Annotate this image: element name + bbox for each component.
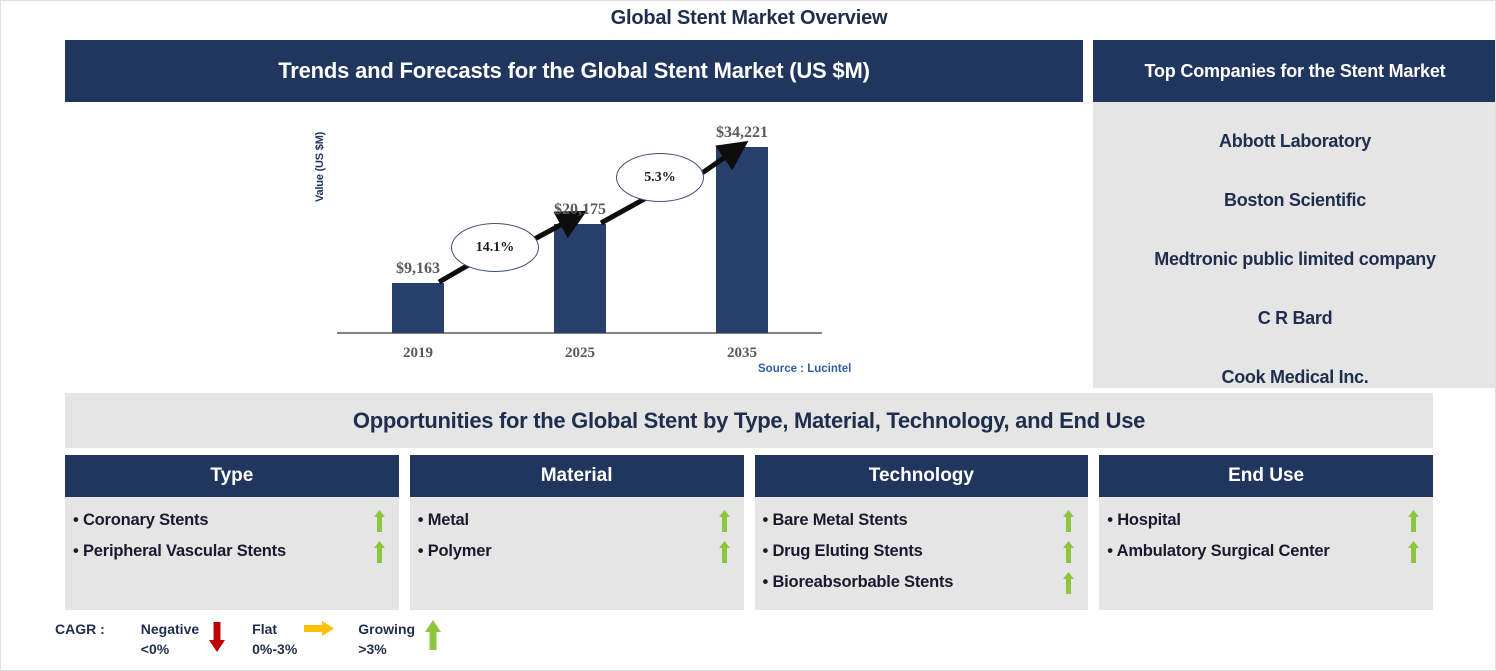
cagr-bubble-2019-2025: 14.1%: [451, 223, 539, 272]
opportunity-card-end-use: End Use • Hospital • Ambulatory Surgical…: [1099, 455, 1433, 610]
bar-value-2035: $34,221: [716, 124, 768, 141]
bar-value-2019: $9,163: [396, 260, 440, 277]
company-item: Abbott Laboratory: [1219, 131, 1371, 151]
legend-entry-name: Negative: [140, 621, 200, 637]
growing-arrow-icon: [373, 540, 385, 563]
legend-entry-range: >3%: [358, 641, 387, 657]
x-label-2035: 2035: [727, 345, 757, 361]
card-header: Technology: [754, 455, 1089, 497]
company-item: Medtronic public limited company: [1154, 249, 1436, 269]
list-item: • Drug Eluting Stents: [763, 536, 1075, 567]
card-header: End Use: [1099, 455, 1433, 497]
source-note: Source : Lucintel: [758, 363, 852, 375]
legend-entry-growing: Growing >3%: [358, 619, 444, 659]
list-item: • Bare Metal Stents: [763, 505, 1075, 536]
growing-arrow-icon: [373, 509, 385, 532]
up-arrow-icon: [425, 620, 442, 650]
opportunity-cards-row: Type • Coronary Stents • Peripheral Vasc…: [65, 455, 1433, 610]
list-item-label: • Polymer: [417, 542, 492, 560]
card-body: • Metal • Polymer: [409, 497, 744, 610]
legend-entry-name: Growing: [358, 621, 416, 637]
list-item-label: • Hospital: [1107, 511, 1181, 529]
opportunity-card-material: Material • Metal • Polymer: [409, 455, 744, 610]
cagr-legend: CAGR : Negative <0% Flat 0%-3% Growing >…: [55, 619, 468, 659]
list-item: • Peripheral Vascular Stents: [73, 536, 385, 567]
company-item: Boston Scientific: [1224, 190, 1366, 210]
company-item: C R Bard: [1257, 308, 1333, 328]
list-item-label: • Coronary Stents: [73, 511, 209, 529]
list-item: • Hospital: [1107, 505, 1419, 536]
growing-arrow-icon: [1408, 509, 1419, 532]
company-item: Cook Medical Inc.: [1221, 367, 1369, 387]
legend-entry-range: <0%: [140, 641, 170, 657]
x-label-2025: 2025: [565, 345, 595, 361]
opportunity-card-technology: Technology • Bare Metal Stents • Drug El…: [754, 455, 1089, 610]
companies-list: Abbott Laboratory Boston Scientific Medt…: [1093, 102, 1495, 388]
legend-entry-flat: Flat 0%-3%: [252, 619, 335, 659]
legend-entry-text: Negative <0%: [141, 619, 199, 659]
companies-panel: Top Companies for the Stent Market Abbot…: [1093, 40, 1495, 388]
growth-arrow-2019-2025-upper: [527, 210, 587, 245]
chart-body: Value (US $M) $9,163 $20,175 $34,221 201…: [65, 102, 1083, 388]
card-header: Material: [409, 455, 744, 497]
legend-entry-negative: Negative <0%: [141, 619, 228, 659]
legend-entry-name: Flat: [252, 621, 278, 637]
y-axis-label: Value (US $M): [314, 131, 326, 202]
bar-2019: [392, 283, 444, 333]
card-body: • Hospital • Ambulatory Surgical Center: [1099, 497, 1433, 610]
growth-arrow-2025-2035-lower: [599, 194, 650, 226]
opportunities-band-title: Opportunities for the Global Stent by Ty…: [65, 393, 1433, 448]
growing-arrow-icon: [1063, 509, 1075, 532]
bar-value-2025: $20,175: [554, 201, 606, 218]
cagr-bubble-2025-2035: 5.3%: [616, 153, 704, 202]
list-item: • Coronary Stents: [73, 505, 385, 536]
down-arrow-icon: [209, 622, 226, 652]
right-arrow-icon: [304, 621, 335, 636]
list-item: • Metal: [418, 505, 730, 536]
list-item-label: • Bioreabsorbable Stents: [762, 573, 954, 591]
growing-arrow-icon: [1408, 540, 1419, 563]
opportunity-card-type: Type • Coronary Stents • Peripheral Vasc…: [65, 455, 399, 610]
list-item: • Bioreabsorbable Stents: [763, 567, 1075, 598]
cagr-legend-title: CAGR :: [55, 621, 105, 637]
card-body: • Coronary Stents • Peripheral Vascular …: [65, 497, 399, 610]
bar-2025: [554, 224, 606, 333]
growing-arrow-icon: [1063, 571, 1075, 594]
growing-arrow-icon: [1063, 540, 1075, 563]
list-item-label: • Bare Metal Stents: [762, 511, 908, 529]
companies-panel-header: Top Companies for the Stent Market: [1093, 40, 1495, 102]
chart-panel-header: Trends and Forecasts for the Global Sten…: [65, 40, 1083, 102]
legend-entry-text: Flat 0%-3%: [252, 619, 297, 659]
growing-arrow-icon: [718, 540, 730, 563]
list-item: • Ambulatory Surgical Center: [1107, 536, 1419, 567]
list-item-label: • Peripheral Vascular Stents: [73, 542, 286, 560]
page-title: Global Stent Market Overview: [610, 7, 888, 29]
list-item-label: • Drug Eluting Stents: [762, 542, 923, 560]
legend-entry-range: 0%-3%: [252, 641, 298, 657]
card-header: Type: [65, 455, 399, 497]
x-label-2019: 2019: [403, 345, 433, 361]
legend-entry-text: Growing >3%: [358, 619, 415, 659]
bar-2035: [716, 147, 768, 333]
growing-arrow-icon: [718, 509, 730, 532]
chart-panel: Trends and Forecasts for the Global Sten…: [65, 40, 1083, 388]
list-item: • Polymer: [418, 536, 730, 567]
list-item-label: • Metal: [417, 511, 469, 529]
card-body: • Bare Metal Stents • Drug Eluting Stent…: [754, 497, 1089, 610]
bar-chart: [337, 140, 822, 334]
list-item-label: • Ambulatory Surgical Center: [1107, 542, 1330, 560]
